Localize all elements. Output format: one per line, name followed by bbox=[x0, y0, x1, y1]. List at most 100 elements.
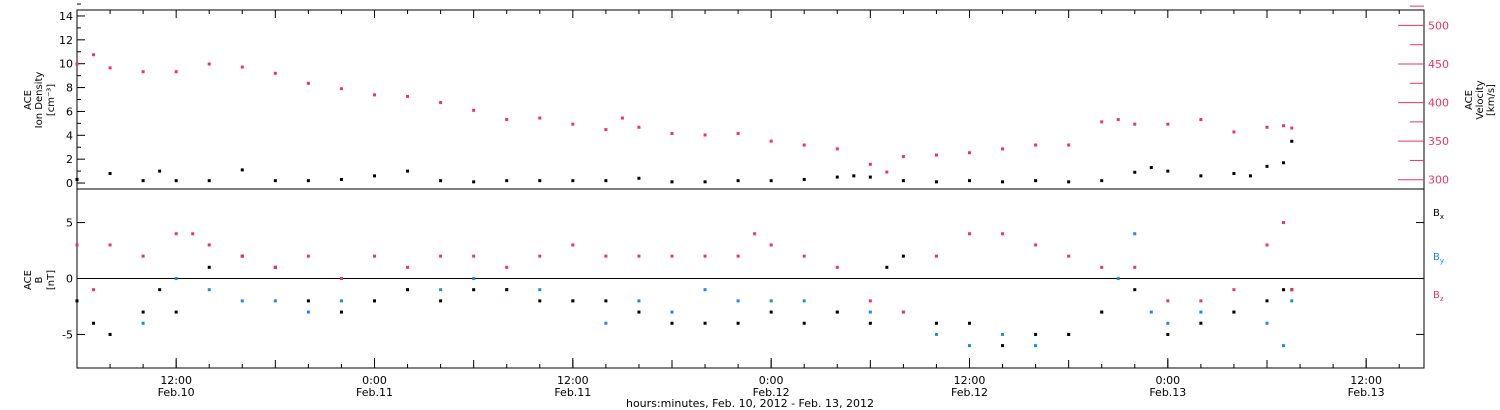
by-series-point bbox=[538, 288, 542, 292]
bx-series-point bbox=[934, 321, 938, 325]
velocity-series-point bbox=[538, 116, 542, 120]
by-series-point bbox=[769, 299, 773, 303]
bx-series-point bbox=[901, 254, 905, 258]
velocity-tick-label: 400 bbox=[1428, 97, 1449, 110]
bz-series-point bbox=[108, 243, 112, 247]
legend-bz-series: Bz bbox=[1433, 290, 1444, 303]
bx-series-point bbox=[670, 321, 674, 325]
density-series-point bbox=[1133, 170, 1137, 174]
density-tick-label: 2 bbox=[66, 153, 73, 166]
velocity-tick-label: 300 bbox=[1428, 174, 1449, 187]
density-series-point bbox=[406, 169, 410, 173]
bx-series-point bbox=[158, 288, 162, 292]
by-series-point bbox=[141, 321, 145, 325]
density-series-point bbox=[1199, 174, 1203, 178]
x-axis-label: hours:minutes, Feb. 10, 2012 - Feb. 13, … bbox=[626, 397, 874, 410]
bz-series-point bbox=[802, 254, 806, 258]
by-series-point bbox=[472, 277, 476, 280]
bx-series-point bbox=[339, 310, 343, 314]
density-series-point bbox=[802, 177, 806, 181]
velocity-series-point bbox=[141, 70, 145, 74]
velocity-series-point bbox=[885, 170, 889, 174]
density-tick-label: 6 bbox=[66, 105, 73, 118]
density-series-point bbox=[769, 179, 773, 183]
bz-series-point bbox=[141, 254, 145, 258]
density-series-point bbox=[108, 171, 112, 175]
velocity-series-point bbox=[637, 125, 641, 129]
by-series-point bbox=[1034, 344, 1038, 348]
velocity-series-point bbox=[273, 71, 277, 75]
bx-series-point bbox=[207, 265, 211, 269]
by-series-point bbox=[934, 332, 938, 336]
density-series-point bbox=[158, 169, 162, 173]
velocity-series-point bbox=[802, 143, 806, 147]
velocity-series-point bbox=[1265, 125, 1269, 129]
legend-by-series: By bbox=[1433, 252, 1444, 265]
density-axis-title-line1: ACE bbox=[23, 90, 34, 110]
density-series-point bbox=[1232, 171, 1236, 175]
density-series-point bbox=[901, 179, 905, 183]
velocity-series-point bbox=[1100, 120, 1104, 124]
density-series-point bbox=[1248, 174, 1252, 178]
velocity-series-point bbox=[505, 118, 509, 122]
density-series-point bbox=[1034, 179, 1038, 183]
bz-series-point bbox=[75, 243, 79, 247]
x-tick-time: 12:00 bbox=[160, 374, 192, 387]
by-series-point bbox=[1290, 299, 1294, 303]
bz-series-point bbox=[736, 254, 740, 258]
bz-series-point bbox=[1034, 243, 1038, 247]
by-series-point bbox=[1166, 321, 1170, 325]
velocity-series-point bbox=[1133, 122, 1137, 126]
velocity-series-point bbox=[1282, 124, 1286, 128]
bx-series-point bbox=[835, 310, 839, 314]
bx-series-point bbox=[1100, 310, 1104, 314]
bx-series-point bbox=[967, 321, 971, 325]
velocity-series-point bbox=[736, 131, 740, 135]
velocity-series-point bbox=[1199, 118, 1203, 122]
density-series-point bbox=[339, 177, 343, 181]
density-series-point bbox=[934, 180, 938, 184]
velocity-series bbox=[75, 53, 1294, 174]
bx-series-point bbox=[1265, 299, 1269, 303]
by-series-point bbox=[670, 310, 674, 314]
velocity-series-point bbox=[703, 133, 707, 137]
bz-series-point bbox=[1001, 232, 1005, 236]
x-tick-date: Feb.11 bbox=[356, 386, 393, 399]
by-series-point bbox=[1282, 344, 1286, 348]
bx-series-point bbox=[1199, 321, 1203, 325]
by-series-point bbox=[703, 288, 707, 292]
bz-series-point bbox=[835, 265, 839, 269]
velocity-series-point bbox=[769, 139, 773, 143]
by-series-point bbox=[1133, 232, 1137, 236]
by-series-point bbox=[1116, 277, 1120, 280]
density-axis-title-line2: Ion Density bbox=[34, 72, 45, 129]
density-series-point bbox=[141, 179, 145, 183]
bx-series-point bbox=[141, 310, 145, 314]
bz-series-point bbox=[191, 232, 195, 236]
velocity-series-point bbox=[1116, 118, 1120, 122]
velocity-series-point bbox=[174, 70, 178, 74]
bx-series-point bbox=[736, 321, 740, 325]
velocity-tick-label: 350 bbox=[1428, 135, 1449, 148]
bz-series-point bbox=[1133, 265, 1137, 269]
b-tick-label: 0 bbox=[66, 273, 73, 286]
bx-series-point bbox=[538, 299, 542, 303]
bz-series-point bbox=[1166, 299, 1170, 303]
density-series-point bbox=[852, 174, 856, 178]
bz-series-point bbox=[753, 232, 757, 236]
bz-series-point bbox=[1265, 243, 1269, 247]
density-series-point bbox=[240, 168, 244, 172]
x-tick-date: Feb.13 bbox=[1348, 386, 1385, 399]
bz-series-point bbox=[472, 254, 476, 258]
bx-series bbox=[75, 254, 1294, 348]
bx-series-point bbox=[571, 299, 575, 303]
density-series-point bbox=[1067, 180, 1071, 184]
density-series-point bbox=[1001, 180, 1005, 184]
density-series-point bbox=[835, 175, 839, 179]
density-axis-title-line3: [cm⁻³] bbox=[46, 84, 57, 116]
bz-series-point bbox=[1290, 288, 1294, 292]
velocity-series-point bbox=[934, 153, 938, 157]
by-series-point bbox=[240, 299, 244, 303]
bz-series-point bbox=[637, 254, 641, 258]
density-series-point bbox=[1290, 139, 1294, 143]
